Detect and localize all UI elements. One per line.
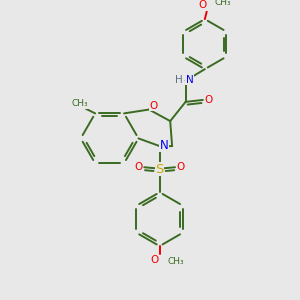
Text: CH₃: CH₃ [214,0,231,7]
Text: O: O [134,162,142,172]
Text: N: N [186,75,193,85]
Text: H: H [175,75,183,85]
Text: CH₃: CH₃ [167,257,184,266]
Text: O: O [199,0,207,10]
Text: O: O [151,255,159,265]
Text: O: O [205,95,213,105]
Text: N: N [160,139,169,152]
Text: O: O [150,101,158,111]
Text: O: O [177,162,185,172]
Text: CH₃: CH₃ [71,99,88,108]
Text: S: S [155,163,164,176]
